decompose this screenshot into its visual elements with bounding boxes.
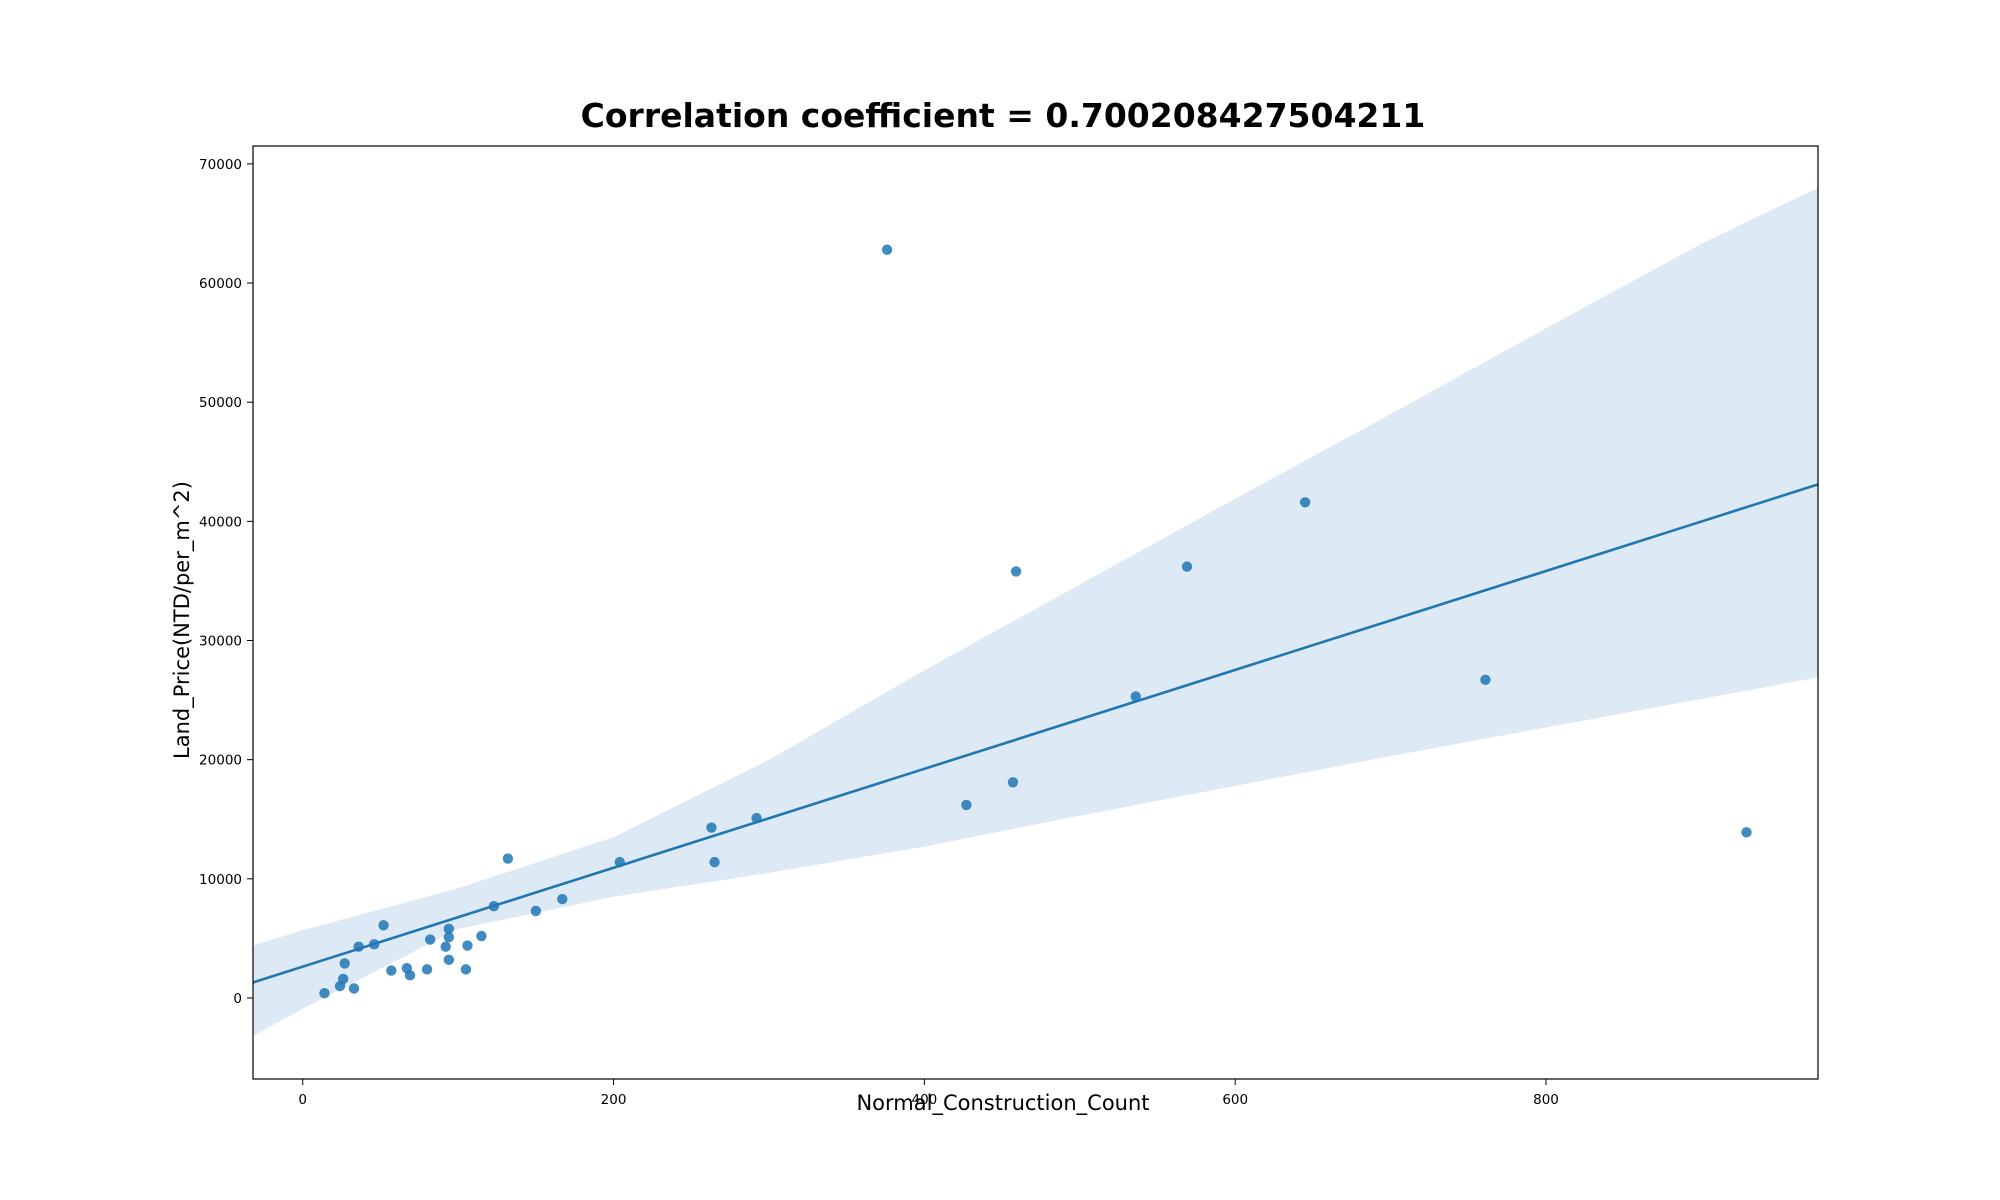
x-tick-label: 400 (911, 1092, 937, 1108)
confidence-band (253, 187, 1818, 1037)
data-point (557, 893, 568, 905)
x-tick-label: 600 (1222, 1092, 1248, 1108)
data-point (502, 853, 514, 864)
chart-title: Correlation coefficient = 0.700208427504… (581, 96, 1426, 135)
data-point (440, 941, 451, 952)
data-point (1010, 566, 1022, 577)
data-point (751, 812, 762, 824)
data-point (443, 923, 455, 935)
y-tick-label: 70000 (199, 157, 242, 173)
data-point (319, 988, 330, 999)
y-tick-label: 0 (233, 991, 242, 1007)
data-point (369, 939, 380, 950)
data-point (488, 901, 500, 912)
data-point (881, 244, 893, 255)
x-tick-label: 200 (601, 1092, 627, 1108)
data-point (476, 930, 487, 942)
data-point (530, 905, 542, 917)
data-point (1130, 691, 1141, 702)
axes-layer: 0 200 400 600 800 0 10000 20000 30000 40000 50000 6… (199, 145, 1819, 1108)
data-point (709, 856, 720, 868)
data-point (1007, 777, 1019, 788)
plot-frame (252, 145, 1819, 1080)
y-tick-label: 20000 (199, 753, 242, 769)
data-point (348, 983, 360, 994)
data-point (424, 934, 436, 945)
y-tick-label: 50000 (199, 395, 242, 411)
data-point (404, 970, 416, 981)
x-tick-label: 0 (298, 1092, 307, 1108)
data-point (706, 822, 717, 833)
y-tick-label: 60000 (199, 276, 242, 292)
data-point (421, 964, 433, 975)
data-point (614, 856, 625, 868)
x-tick-label: 800 (1533, 1092, 1559, 1108)
y-tick-label: 30000 (199, 634, 242, 650)
data-point (443, 932, 455, 943)
data-point (1480, 674, 1491, 686)
y-tick-label: 10000 (199, 872, 242, 888)
data-point (386, 965, 397, 976)
data-point (462, 940, 473, 951)
data-point (337, 973, 349, 985)
data-point (443, 954, 455, 966)
data-point (1741, 827, 1752, 838)
regression-line (253, 483, 1818, 984)
y-tick-label: 40000 (199, 514, 242, 530)
plot-layer (253, 187, 1818, 1037)
data-point (378, 920, 389, 931)
data-point (1181, 561, 1193, 572)
data-point (460, 964, 472, 975)
data-point (353, 941, 364, 952)
data-point (339, 958, 350, 969)
y-axis-label: Land_Price(NTD/per_m^2) (170, 481, 195, 759)
x-axis-label: Normal_Construction_Count (856, 1091, 1149, 1116)
data-point (1299, 497, 1311, 508)
data-point (961, 799, 972, 811)
